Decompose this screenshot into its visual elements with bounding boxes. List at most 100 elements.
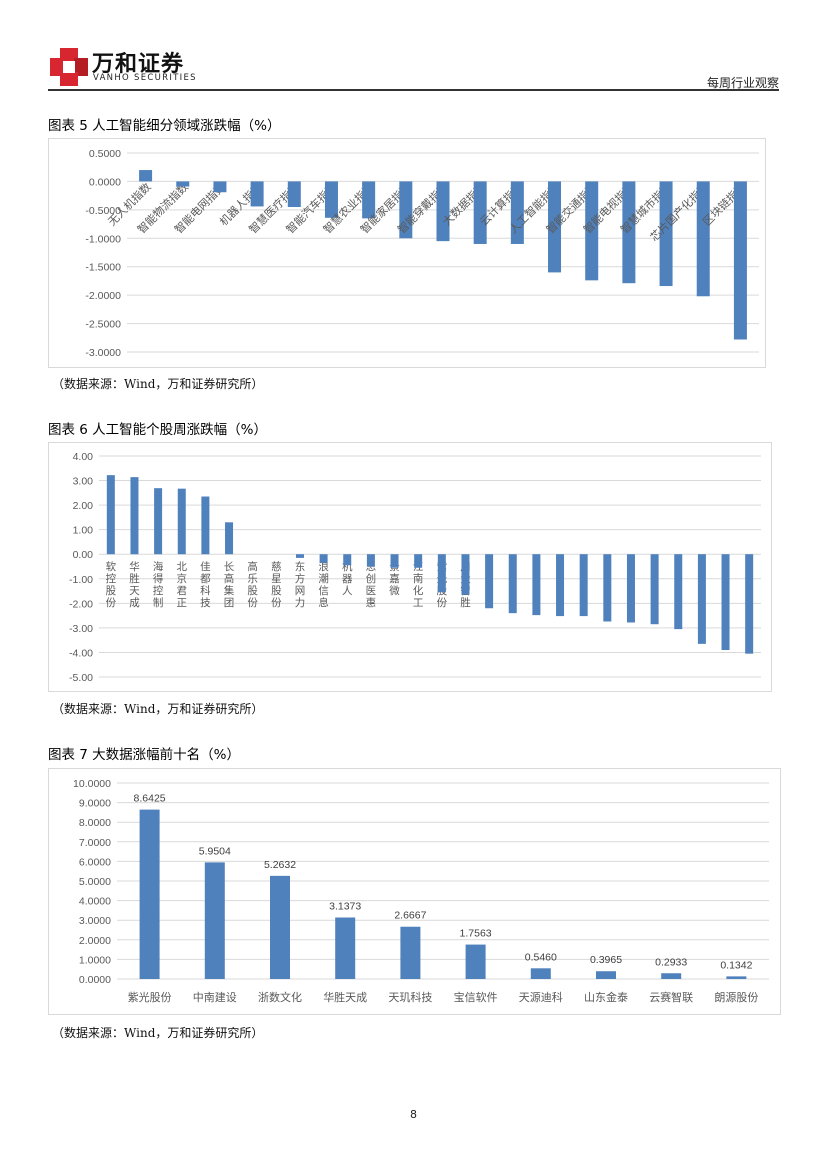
data-label: 1.7563 xyxy=(460,928,492,940)
bar xyxy=(650,554,659,625)
x-category-label: 天玑科技 xyxy=(388,990,432,1004)
bar xyxy=(106,475,115,555)
x-category-label: 方 xyxy=(295,572,306,585)
header-divider xyxy=(48,89,779,91)
x-category-label: 潮 xyxy=(318,572,329,585)
y-tick-label: -0.5000 xyxy=(85,205,121,217)
x-category-label: 信 xyxy=(318,585,329,597)
x-category-label: 嘉 xyxy=(389,572,400,585)
x-category-label: 浪 xyxy=(318,560,329,573)
x-category-label: 控 xyxy=(106,572,117,585)
x-category-label: 集 xyxy=(224,584,235,597)
x-category-label: 京 xyxy=(177,572,188,585)
bar xyxy=(485,554,494,609)
bar xyxy=(270,875,290,979)
x-category-label: 朗源股份 xyxy=(714,990,758,1004)
figure-7-source: （数据来源：Wind，万和证券研究所） xyxy=(52,1026,264,1040)
y-tick-label: 0.0000 xyxy=(89,176,121,188)
x-category-label: 宝信软件 xyxy=(454,990,498,1004)
y-tick-label: 10.0000 xyxy=(73,778,111,790)
figure-6-title: 图表 6 人工智能个股周涨跌幅（%） xyxy=(48,422,267,438)
bar xyxy=(733,181,747,340)
bar xyxy=(213,181,227,193)
bar xyxy=(139,809,160,979)
x-category-label: 华胜天成 xyxy=(323,990,367,1004)
bar xyxy=(319,554,328,563)
y-tick-label: 8.0000 xyxy=(79,817,111,829)
bar xyxy=(400,926,421,979)
y-tick-label: -5.00 xyxy=(69,672,93,684)
y-tick-label: -2.5000 xyxy=(85,319,121,331)
bar xyxy=(204,862,225,979)
bar xyxy=(362,181,376,219)
x-category-label: 科 xyxy=(200,584,211,597)
bar xyxy=(287,181,301,208)
y-tick-label: 0.00 xyxy=(73,549,94,561)
x-category-label: 高 xyxy=(224,572,235,585)
bar xyxy=(366,554,375,567)
bar xyxy=(548,181,562,273)
y-tick-label: -2.00 xyxy=(69,598,93,610)
bar xyxy=(603,554,612,622)
bar xyxy=(659,181,673,287)
y-tick-label: 3.0000 xyxy=(79,915,111,927)
y-tick-label: 6.0000 xyxy=(79,856,111,868)
chart-figure-7: 10.0000 9.0000 8.0000 7.0000 6.0000 5.0000 4.0… xyxy=(48,768,781,1015)
x-category-label: 高 xyxy=(247,560,258,573)
y-tick-label: 3.00 xyxy=(73,476,94,488)
y-tick-label: 2.00 xyxy=(73,500,94,512)
y-tick-label: 7.0000 xyxy=(79,837,111,849)
chart-figure-5: 0.5000 0.0000 -0.5000 -1.0000 -1.5000 -2.0000… xyxy=(48,138,766,368)
y-tick-label: -1.5000 xyxy=(85,262,121,274)
bar xyxy=(139,170,153,182)
y-tick-label: 9.0000 xyxy=(79,798,111,810)
logo-text-en: VANHO SECURITIES xyxy=(93,73,197,83)
x-category-label: 惠 xyxy=(366,596,377,609)
bar xyxy=(696,181,710,297)
bar xyxy=(473,181,487,244)
x-category-label: 份 xyxy=(271,597,282,609)
logo-icon xyxy=(50,48,88,86)
x-category-label: 控 xyxy=(153,584,164,597)
y-tick-label: -3.0000 xyxy=(85,347,121,359)
x-category-label: 乐 xyxy=(247,573,258,585)
x-category-label: 北 xyxy=(177,561,188,573)
data-label: 5.9504 xyxy=(199,845,231,857)
data-label: 0.2933 xyxy=(655,956,687,968)
x-category-label: 人 xyxy=(342,585,353,597)
data-label: 8.6425 xyxy=(134,793,166,805)
x-category-label: 化 xyxy=(413,584,424,597)
bar xyxy=(508,554,517,614)
x-category-label: 山东金泰 xyxy=(584,990,628,1004)
data-label: 5.2632 xyxy=(264,859,296,871)
x-category-label: 力 xyxy=(295,596,306,609)
bar xyxy=(465,944,486,979)
x-category-label: 中南建设 xyxy=(193,990,237,1004)
bar xyxy=(674,554,683,630)
bar xyxy=(510,181,524,244)
y-tick-label: 4.0000 xyxy=(79,896,111,908)
x-category-label: 胜 xyxy=(460,597,471,609)
bar xyxy=(622,181,636,284)
figure-6-source: （数据来源：Wind，万和证券研究所） xyxy=(52,702,264,716)
logo-text-cn: 万和证券 xyxy=(92,52,185,77)
x-category-label: 医 xyxy=(366,585,377,597)
data-label: 0.3965 xyxy=(590,954,622,966)
x-category-label: 创 xyxy=(366,572,377,585)
chart-figure-6: 4.00 3.00 2.00 1.00 0.00 -1.00 -2.00 -3.00 -4.00… xyxy=(48,442,772,692)
bar xyxy=(343,554,352,566)
x-category-label: 团 xyxy=(224,597,235,609)
x-category-label: 星 xyxy=(271,573,282,585)
x-category-label: 君 xyxy=(177,585,188,597)
x-category-label: 股 xyxy=(106,585,117,597)
x-category-label: 海 xyxy=(153,560,164,573)
y-tick-label: -1.0000 xyxy=(85,233,121,245)
x-category-label: 份 xyxy=(106,597,117,609)
x-category-label: 份 xyxy=(437,597,448,609)
bar xyxy=(399,181,413,239)
y-tick-label: 0.0000 xyxy=(79,974,111,986)
bar xyxy=(225,522,234,555)
x-category-label: 得 xyxy=(153,573,164,585)
x-category-label: 正 xyxy=(177,597,188,609)
x-category-label: 南 xyxy=(413,572,424,585)
